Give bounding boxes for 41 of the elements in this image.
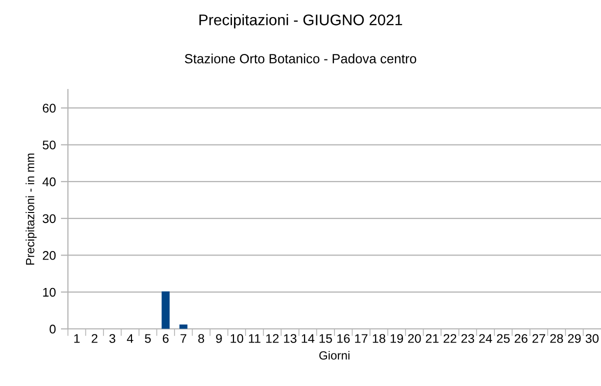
chart-title: Precipitazioni - GIUGNO 2021 <box>199 14 402 28</box>
x-tick-label: 27 <box>532 334 546 343</box>
x-tick-label: 16 <box>337 334 350 343</box>
x-tick-label: 17 <box>355 334 368 343</box>
x-tick-label: 20 <box>408 334 421 343</box>
y-tick-label: 30 <box>42 214 56 224</box>
y-axis-title: Precipitazioni - in mm <box>26 154 37 265</box>
x-tick-label: 6 <box>162 334 169 343</box>
y-tick-label: 20 <box>42 251 56 260</box>
y-tick-label: 0 <box>50 324 56 334</box>
x-tick-label: 13 <box>284 334 296 343</box>
y-tick-label: 40 <box>42 177 56 186</box>
x-tick-label: 3 <box>109 334 116 343</box>
x-axis-title: Giorni <box>319 350 350 360</box>
x-tick-label: 28 <box>550 334 563 343</box>
x-tick-label: 18 <box>372 334 386 343</box>
x-tick-label: 9 <box>216 334 222 343</box>
y-tick-label: 60 <box>42 104 56 113</box>
y-tick-label: 10 <box>43 288 56 297</box>
x-tick-label: 14 <box>302 334 314 343</box>
x-tick-label: 5 <box>144 334 151 343</box>
x-tick-label: 25 <box>496 334 510 343</box>
x-tick-label: 11 <box>248 334 260 343</box>
x-tick-label: 7 <box>180 334 186 343</box>
x-tick-label: 1 <box>74 334 80 343</box>
x-tick-label: 21 <box>426 334 439 343</box>
x-tick-label: 29 <box>568 334 581 343</box>
x-tick-label: 24 <box>479 334 492 343</box>
x-tick-label: 19 <box>390 334 404 343</box>
x-tick-label: 12 <box>266 334 279 343</box>
x-tick-label: 26 <box>514 334 528 343</box>
y-tick-label: 50 <box>42 140 56 150</box>
x-tick-label: 2 <box>92 334 98 343</box>
chart-subtitle: Stazione Orto Botanico - Padova centro <box>184 54 416 64</box>
x-tick-label: 8 <box>198 334 204 343</box>
x-tick-label: 22 <box>444 334 456 343</box>
x-tick-label: 10 <box>230 334 244 343</box>
x-tick-label: 4 <box>126 334 134 343</box>
x-tick-label: 23 <box>461 334 474 343</box>
x-tick-label: 15 <box>320 334 332 343</box>
x-tick-label: 30 <box>586 334 599 343</box>
